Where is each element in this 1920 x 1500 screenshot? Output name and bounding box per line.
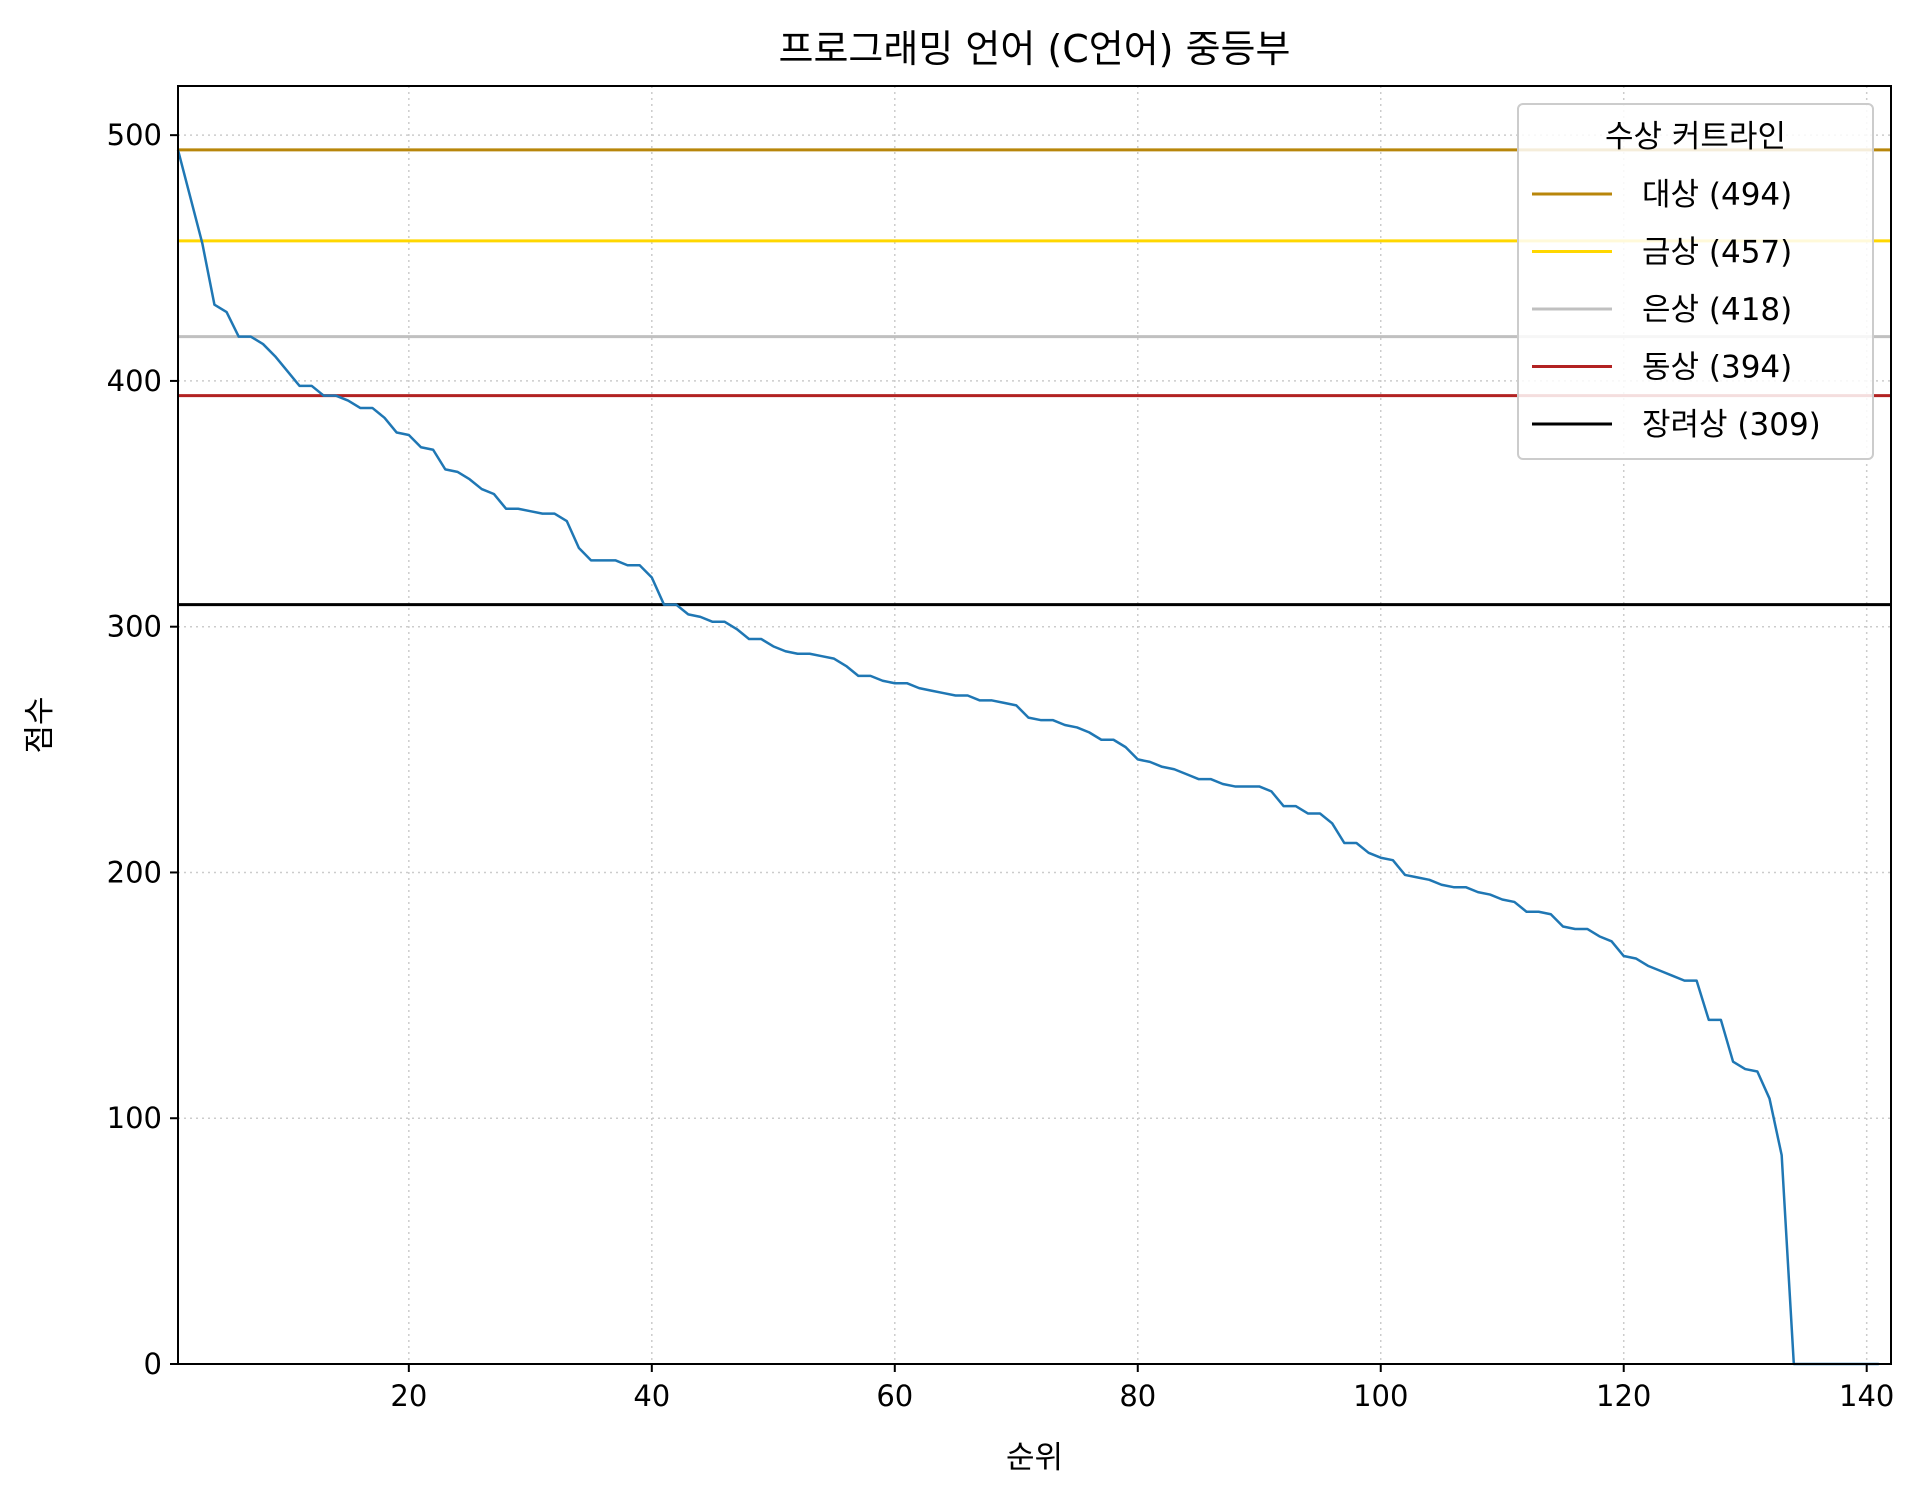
legend-label: 장려상 (309) xyxy=(1642,407,1821,443)
y-axis-label: 점수 xyxy=(22,696,58,753)
legend-box xyxy=(1517,103,1874,460)
x-tick-label: 100 xyxy=(1353,1379,1408,1413)
legend-items: 대상 (494) 금상 (457) 은상 (418) 동상 (394) 장려상 (309… xyxy=(1532,177,1821,443)
x-tick-label: 20 xyxy=(390,1379,427,1413)
x-axis-label: 순위 xyxy=(1006,1440,1063,1476)
legend-title: 수상 커트라인 xyxy=(1605,119,1786,155)
y-tick-label: 500 xyxy=(107,118,162,152)
series-line xyxy=(176,149,1879,1366)
y-axis: 0 100 200 300 400 500 xyxy=(107,118,178,1381)
legend-label: 동상 (394) xyxy=(1642,350,1792,386)
plot-frame xyxy=(177,85,1892,1365)
series-layer xyxy=(176,149,1879,1366)
y-tick-label: 400 xyxy=(107,364,162,398)
y-tick-label: 100 xyxy=(107,1101,162,1135)
y-tick-label: 300 xyxy=(107,610,162,644)
legend-label: 대상 (494) xyxy=(1642,177,1792,213)
x-tick-label: 120 xyxy=(1596,1379,1651,1413)
x-tick-label: 140 xyxy=(1839,1379,1894,1413)
x-tick-label: 40 xyxy=(633,1379,670,1413)
legend-label: 은상 (418) xyxy=(1642,292,1792,328)
legend: 수상 커트라인 대상 (494) 금상 (457) 은상 (418) 동상 (394)… xyxy=(1517,103,1874,460)
legend-label: 금상 (457) xyxy=(1642,235,1792,271)
x-tick-label: 60 xyxy=(876,1379,913,1413)
y-tick-label: 200 xyxy=(107,855,162,889)
x-tick-label: 80 xyxy=(1119,1379,1156,1413)
x-axis: 20 40 60 80 100 120 140 xyxy=(390,1364,1894,1413)
y-tick-label: 0 xyxy=(144,1347,162,1381)
chart-title: 프로그래밍 언어 (C언어) 중등부 xyxy=(779,27,1291,71)
